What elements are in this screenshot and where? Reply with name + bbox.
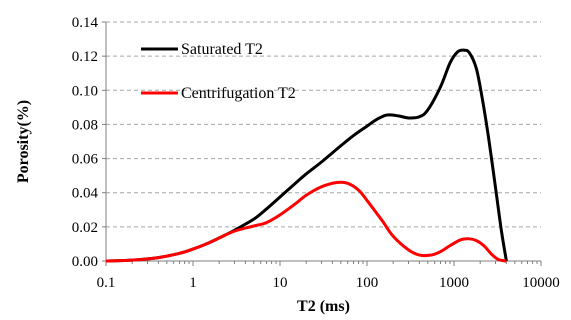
x-tick-label: 1000 [439,275,469,291]
y-tick-label: 0.06 [72,152,99,168]
y-tick-labels: 0.00 0.02 0.04 0.06 0.08 0.10 0.12 0.14 [72,15,106,270]
y-axis-title: Porosity(%) [15,100,32,183]
x-tick-label: 10 [273,275,288,291]
x-tick-label: 10000 [522,275,560,291]
x-tick-labels: 0.1 1 10 100 1000 10000 [97,261,560,291]
gridlines [106,21,541,228]
series-line-centrifugation-t2 [105,180,507,263]
legend-label: Centrifugation T2 [181,85,296,102]
x-tick-label: 0.1 [97,275,116,291]
y-tick-label: 0.08 [72,117,98,133]
x-axis-title: T2 (ms) [297,298,350,315]
y-tick-label: 0.10 [72,83,98,99]
y-tick-label: 0.12 [72,49,98,65]
x-tick-label: 1 [189,275,197,291]
x-tick-label: 100 [356,275,379,291]
axes [105,22,541,262]
y-tick-label: 0.14 [72,15,99,31]
series-lines [105,48,508,263]
series-line-saturated-t2 [105,48,508,263]
y-tick-label: 0.00 [72,254,98,270]
y-tick-label: 0.04 [72,186,99,202]
legend-label: Saturated T2 [181,41,263,58]
legend: Saturated T2 Centrifugation T2 [141,41,296,102]
y-tick-label: 0.02 [72,220,98,236]
